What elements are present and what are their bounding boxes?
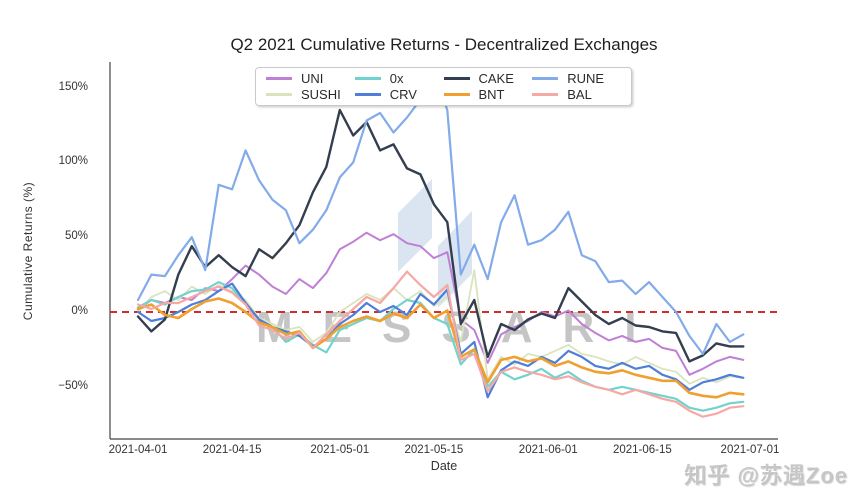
y-tick-label-150%: 150% — [58, 80, 88, 93]
legend-item-0x: 0x — [354, 70, 444, 86]
series-line-CRV — [136, 282, 745, 399]
legend-label-BAL: BAL — [567, 87, 592, 103]
legend-label-0x: 0x — [389, 70, 404, 86]
legend-swatch-SUSHI — [266, 93, 292, 97]
series-line-BNT — [136, 297, 745, 399]
y-tick-label-100%: 100% — [58, 155, 88, 168]
legend-swatch-CAKE — [443, 76, 470, 80]
y-tick-label-−50%: −50% — [58, 379, 88, 392]
x-tick-label-2021-07-01: 2021-07-01 — [720, 444, 780, 456]
x-axis-label: Date — [430, 459, 458, 473]
legend-label-CRV: CRV — [389, 87, 417, 103]
x-tick-label-2021-06-01: 2021-06-01 — [518, 444, 578, 456]
legend-item-BAL: BAL — [532, 87, 621, 102]
legend-swatch-0x — [354, 76, 381, 80]
y-tick-label-50%: 50% — [64, 230, 88, 243]
legend-item-CRV: CRV — [354, 87, 444, 103]
legend-swatch-BNT — [443, 93, 470, 97]
legend-label-BNT: BNT — [478, 87, 505, 103]
series-line-UNI — [137, 231, 745, 376]
legend-item-RUNE: RUNE — [532, 71, 621, 86]
legend-swatch-RUNE — [532, 76, 559, 80]
y-axis-label: Cumulative Returns (%) — [21, 181, 35, 321]
legend: UNI SUSHI 0x CRV CAKE BNT RUNE BAL — [255, 67, 632, 106]
series-line-BAL — [136, 270, 745, 418]
y-tick-label-0%: 0% — [71, 305, 88, 317]
legend-swatch-CRV — [354, 93, 381, 97]
legend-item-BNT: BNT — [443, 87, 533, 103]
legend-swatch-BAL — [532, 93, 559, 97]
legend-item-SUSHI: SUSHI — [266, 87, 355, 102]
x-tick-label-2021-06-15: 2021-06-15 — [612, 444, 672, 456]
legend-swatch-UNI — [266, 76, 292, 80]
series-line-CAKE — [136, 108, 745, 363]
x-tick-label-2021-04-15: 2021-04-15 — [202, 444, 262, 456]
legend-item-CAKE: CAKE — [443, 70, 533, 86]
chart-title: Q2 2021 Cumulative Returns - Decentraliz… — [230, 35, 658, 54]
x-tick-label-2021-05-15: 2021-05-15 — [404, 444, 464, 456]
legend-label-SUSHI: SUSHI — [301, 87, 341, 103]
legend-label-RUNE: RUNE — [567, 70, 605, 86]
x-tick-label-2021-04-01: 2021-04-01 — [108, 444, 168, 456]
legend-item-UNI: UNI — [266, 71, 355, 86]
legend-label-CAKE: CAKE — [478, 70, 514, 86]
x-tick-label-2021-05-01: 2021-05-01 — [310, 444, 370, 456]
zhihu-watermark: 知乎 @苏遇Zoe — [684, 463, 848, 488]
legend-label-UNI: UNI — [301, 70, 324, 86]
